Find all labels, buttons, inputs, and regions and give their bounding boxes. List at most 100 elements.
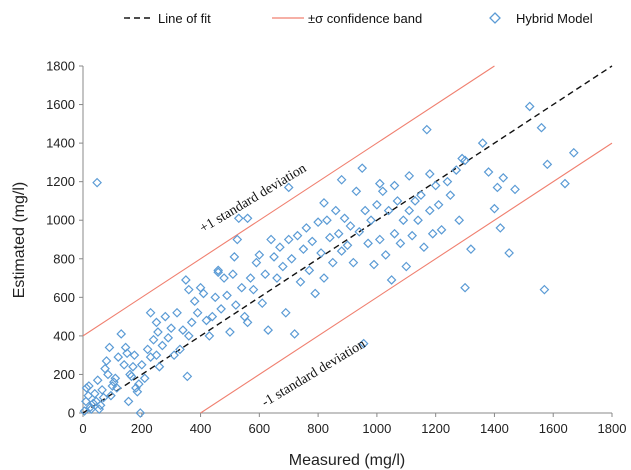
- data-point: [106, 390, 116, 401]
- data-point: [377, 186, 388, 197]
- data-point: [129, 350, 140, 361]
- data-point: [210, 292, 221, 303]
- data-point: [374, 234, 385, 245]
- data-point: [213, 265, 224, 276]
- data-point: [395, 238, 406, 249]
- data-point: [228, 269, 238, 280]
- data-point: [85, 402, 96, 413]
- data-point: [269, 252, 279, 262]
- data-point: [292, 230, 303, 241]
- data-point: [407, 230, 418, 241]
- y-tick-label: 1400: [46, 136, 75, 151]
- x-ticks: 0 200 400 600 800 1000 1200 1400 1600 1800: [79, 413, 626, 436]
- data-point: [410, 196, 420, 206]
- upper-band-line: [82, 65, 495, 337]
- x-tick-label: 1000: [362, 421, 391, 436]
- x-tick-label: 600: [248, 421, 270, 436]
- data-point: [100, 363, 110, 374]
- legend-points-marker: [489, 12, 501, 24]
- data-point: [333, 228, 344, 239]
- data-point: [86, 404, 97, 414]
- legend: Line of fit ±σ confidence band Hybrid Mo…: [124, 11, 593, 26]
- data-point: [313, 217, 323, 227]
- data-point: [454, 215, 465, 226]
- data-point: [336, 246, 347, 256]
- data-point: [88, 398, 99, 409]
- y-ticks: 0 200 400 600 800 1000 1200 1400 1600 1800: [46, 59, 83, 421]
- data-point: [160, 311, 171, 322]
- axes: [82, 66, 612, 414]
- data-point: [157, 340, 168, 351]
- data-point: [404, 205, 415, 216]
- data-point: [483, 167, 494, 177]
- data-point: [401, 261, 412, 272]
- data-point: [433, 199, 444, 210]
- data-points: [79, 101, 579, 418]
- data-point: [322, 215, 332, 226]
- data-point: [116, 329, 127, 339]
- y-tick-label: 1000: [46, 213, 75, 228]
- data-point: [128, 361, 138, 372]
- data-point: [489, 203, 500, 214]
- data-point: [351, 186, 362, 197]
- data-point: [126, 371, 137, 382]
- data-point: [263, 325, 273, 335]
- data-point: [492, 182, 503, 193]
- data-point: [229, 252, 240, 262]
- data-point: [275, 242, 285, 253]
- data-point: [136, 359, 147, 370]
- data-point: [169, 350, 179, 361]
- data-point: [233, 213, 244, 224]
- x-tick-label: 1600: [539, 421, 568, 436]
- data-point: [198, 288, 209, 299]
- data-point: [257, 298, 268, 308]
- data-point: [172, 307, 182, 318]
- data-point: [413, 215, 423, 226]
- data-point: [460, 282, 470, 293]
- data-point: [536, 122, 547, 133]
- data-point: [510, 184, 520, 195]
- data-point: [307, 236, 318, 247]
- data-point: [386, 275, 397, 285]
- data-point: [242, 213, 253, 224]
- lower-band-line: [200, 142, 613, 414]
- data-point: [301, 223, 312, 233]
- data-point: [524, 101, 535, 112]
- x-axis-title: Measured (mg/l): [289, 452, 405, 469]
- data-point: [266, 234, 276, 245]
- y-tick-label: 0: [68, 406, 75, 421]
- data-point: [422, 124, 432, 135]
- y-tick-label: 1800: [46, 59, 75, 74]
- data-point: [186, 317, 197, 328]
- data-point: [325, 232, 335, 243]
- data-point: [316, 248, 326, 258]
- data-point: [103, 369, 113, 380]
- data-point: [204, 331, 215, 341]
- x-tick-label: 1800: [598, 421, 627, 436]
- data-point: [348, 257, 359, 268]
- data-point: [392, 196, 403, 206]
- data-point: [182, 371, 193, 382]
- data-point: [97, 385, 107, 395]
- data-point: [135, 408, 146, 418]
- data-point: [319, 273, 329, 283]
- data-point: [283, 182, 294, 193]
- data-point: [178, 325, 188, 335]
- data-point: [84, 381, 94, 391]
- data-point: [81, 383, 92, 393]
- data-point: [239, 311, 250, 322]
- data-point: [166, 323, 177, 334]
- data-point: [336, 174, 347, 185]
- data-point: [277, 261, 288, 272]
- data-point: [248, 284, 259, 295]
- data-point: [430, 180, 441, 191]
- data-point: [339, 213, 350, 224]
- data-point: [498, 172, 509, 183]
- data-point: [424, 205, 435, 216]
- data-point: [104, 342, 115, 353]
- data-point: [142, 344, 153, 355]
- y-tick-label: 600: [53, 290, 75, 305]
- data-point: [232, 234, 243, 245]
- data-point: [98, 392, 109, 403]
- data-point: [372, 199, 382, 210]
